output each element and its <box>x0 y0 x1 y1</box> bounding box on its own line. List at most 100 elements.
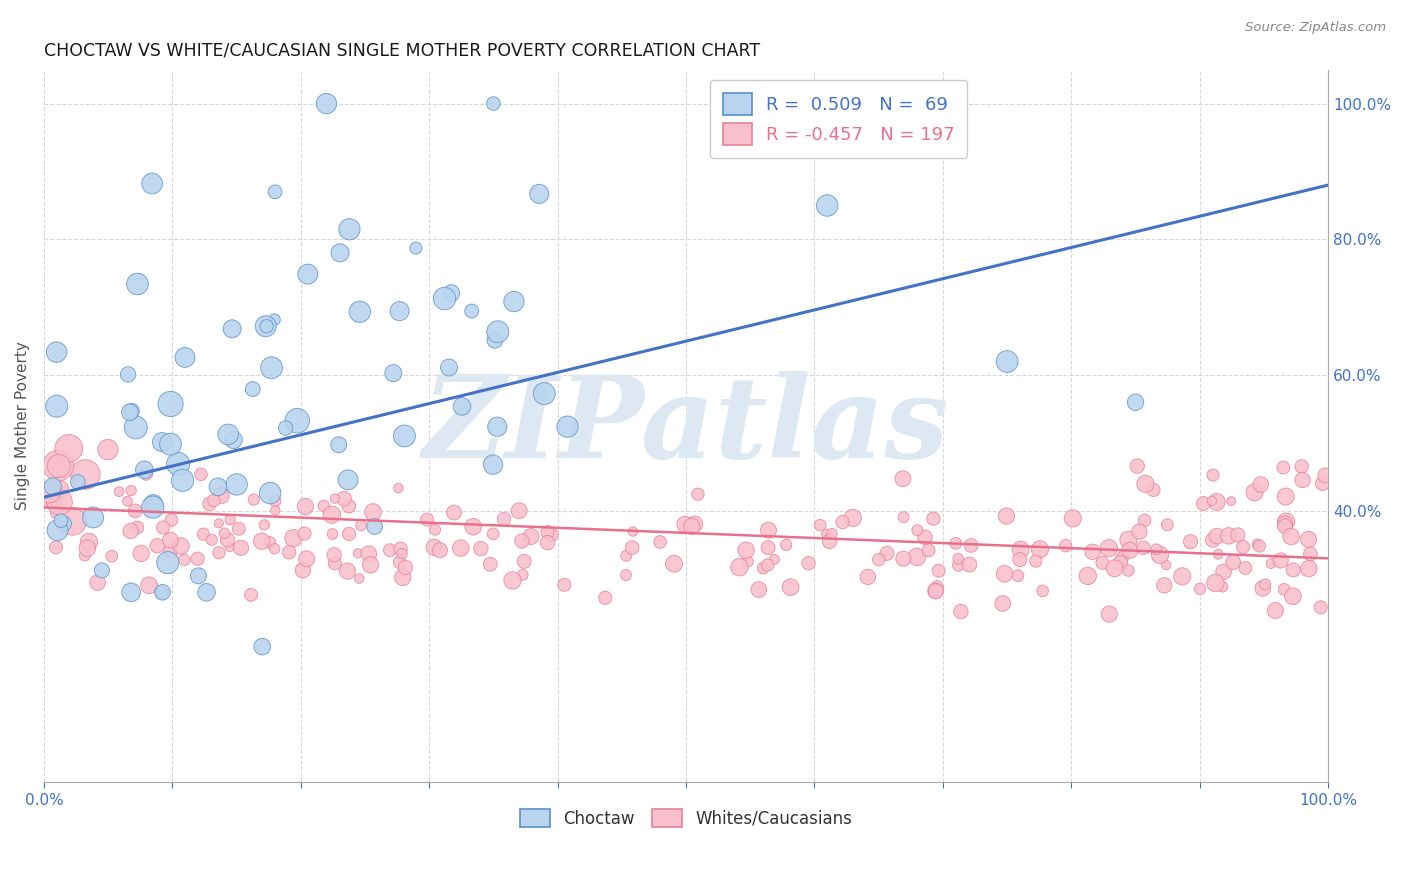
Point <box>423 540 446 554</box>
Point <box>1226 528 1249 542</box>
Point <box>337 527 360 541</box>
Point <box>278 545 301 559</box>
Point <box>1206 547 1229 561</box>
Point <box>948 552 970 566</box>
Point <box>779 580 801 594</box>
Point <box>1260 557 1282 571</box>
Point <box>118 405 141 419</box>
Point <box>1250 477 1272 491</box>
Point <box>142 500 165 514</box>
Point <box>360 558 382 572</box>
Point <box>48 458 70 473</box>
Point <box>264 493 287 508</box>
Point <box>120 585 142 599</box>
Point <box>479 558 502 572</box>
Point <box>73 549 96 563</box>
Point <box>1212 580 1234 594</box>
Point <box>382 366 405 380</box>
Point <box>1246 537 1268 551</box>
Y-axis label: Single Mother Poverty: Single Mother Poverty <box>15 342 30 510</box>
Point <box>529 186 551 201</box>
Point <box>681 519 703 533</box>
Point <box>893 510 915 524</box>
Point <box>893 551 915 566</box>
Point <box>925 580 948 594</box>
Point <box>1153 578 1175 592</box>
Point <box>482 527 505 541</box>
Point <box>150 585 173 599</box>
Point <box>264 185 287 199</box>
Point <box>170 539 193 553</box>
Point <box>763 552 786 566</box>
Point <box>127 520 149 534</box>
Point <box>120 524 142 538</box>
Point <box>90 564 112 578</box>
Point <box>52 516 75 531</box>
Point <box>1062 511 1084 525</box>
Point <box>512 567 534 582</box>
Point <box>349 305 371 319</box>
Point <box>1270 553 1292 567</box>
Point <box>1029 542 1052 557</box>
Point <box>193 527 215 541</box>
Point <box>1008 552 1031 566</box>
Point <box>240 588 263 602</box>
Point <box>339 222 361 236</box>
Point <box>842 511 865 525</box>
Point <box>486 325 509 339</box>
Point <box>134 463 156 477</box>
Point <box>321 508 343 522</box>
Point <box>1025 554 1047 568</box>
Point <box>1109 556 1132 570</box>
Point <box>1249 539 1271 553</box>
Point <box>167 457 190 471</box>
Point <box>1118 564 1140 578</box>
Point <box>159 533 181 548</box>
Point <box>295 551 318 566</box>
Point <box>160 513 183 527</box>
Point <box>486 419 509 434</box>
Point <box>291 563 314 577</box>
Point <box>333 491 356 506</box>
Point <box>259 486 281 500</box>
Point <box>510 533 533 548</box>
Point <box>259 535 281 549</box>
Point <box>174 351 197 365</box>
Point <box>173 553 195 567</box>
Point <box>1054 539 1077 553</box>
Point <box>260 360 283 375</box>
Point <box>1126 459 1149 474</box>
Point <box>1220 494 1243 508</box>
Point <box>536 535 558 549</box>
Point <box>201 533 224 547</box>
Point <box>141 177 163 191</box>
Point <box>1298 561 1320 575</box>
Point <box>45 399 67 413</box>
Point <box>217 427 239 442</box>
Point <box>673 517 696 532</box>
Point <box>217 533 239 547</box>
Point <box>818 534 841 549</box>
Point <box>416 513 439 527</box>
Point <box>285 414 308 428</box>
Point <box>129 546 152 560</box>
Point <box>82 510 104 524</box>
Point <box>463 520 485 534</box>
Point <box>49 482 72 496</box>
Point <box>1251 582 1274 596</box>
Point <box>1282 589 1305 603</box>
Point <box>450 541 472 555</box>
Point <box>451 400 474 414</box>
Point <box>388 304 411 318</box>
Point <box>117 368 139 382</box>
Point <box>294 500 316 514</box>
Point <box>263 312 285 326</box>
Point <box>1133 513 1156 527</box>
Point <box>917 543 939 558</box>
Point <box>86 575 108 590</box>
Point <box>905 523 928 537</box>
Point <box>48 495 70 509</box>
Point <box>752 561 775 575</box>
Point <box>683 517 706 532</box>
Point <box>1128 524 1150 539</box>
